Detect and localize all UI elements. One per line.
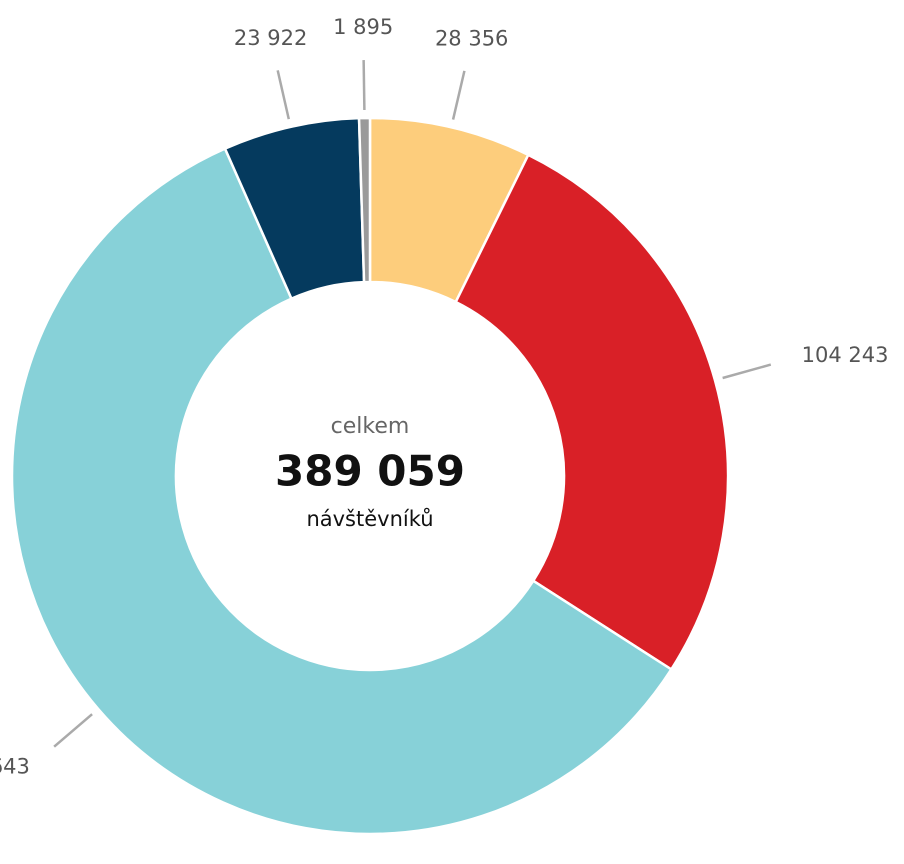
slice [10, 147, 674, 836]
leader-line [722, 363, 772, 380]
value-label: 230 643 [0, 755, 30, 779]
leader-line [276, 70, 291, 120]
slice [454, 153, 730, 672]
leader-line [362, 60, 366, 111]
center-caption: celkem [331, 414, 410, 439]
slice [357, 116, 372, 284]
value-label: 104 243 [802, 343, 889, 367]
value-label: 1 895 [333, 15, 393, 39]
leader-line [53, 713, 93, 748]
value-label: 23 922 [234, 26, 307, 50]
value-label: 28 356 [435, 27, 508, 51]
center-total: 389 059 [275, 447, 465, 496]
center-unit: návštěvníků [306, 507, 433, 531]
leader-line [451, 70, 466, 120]
